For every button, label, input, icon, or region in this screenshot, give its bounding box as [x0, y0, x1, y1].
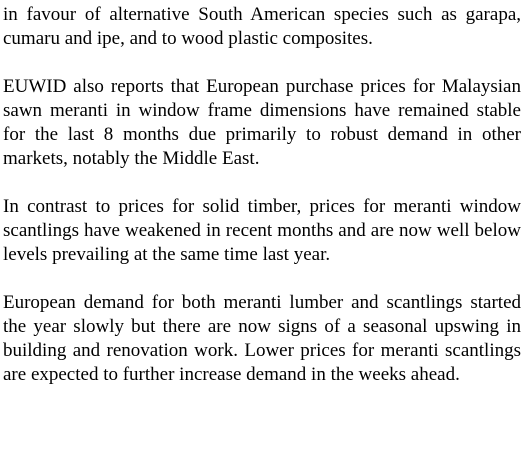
paragraph-scantling-prices: In contrast to prices for solid timber, …: [3, 196, 521, 265]
paragraph-continuation: in favour of alternative South American …: [3, 4, 521, 49]
paragraph-european-demand: European demand for both meranti lumber …: [3, 292, 521, 385]
paragraph-euwid-purchase-prices: EUWID also reports that European purchas…: [3, 76, 521, 169]
